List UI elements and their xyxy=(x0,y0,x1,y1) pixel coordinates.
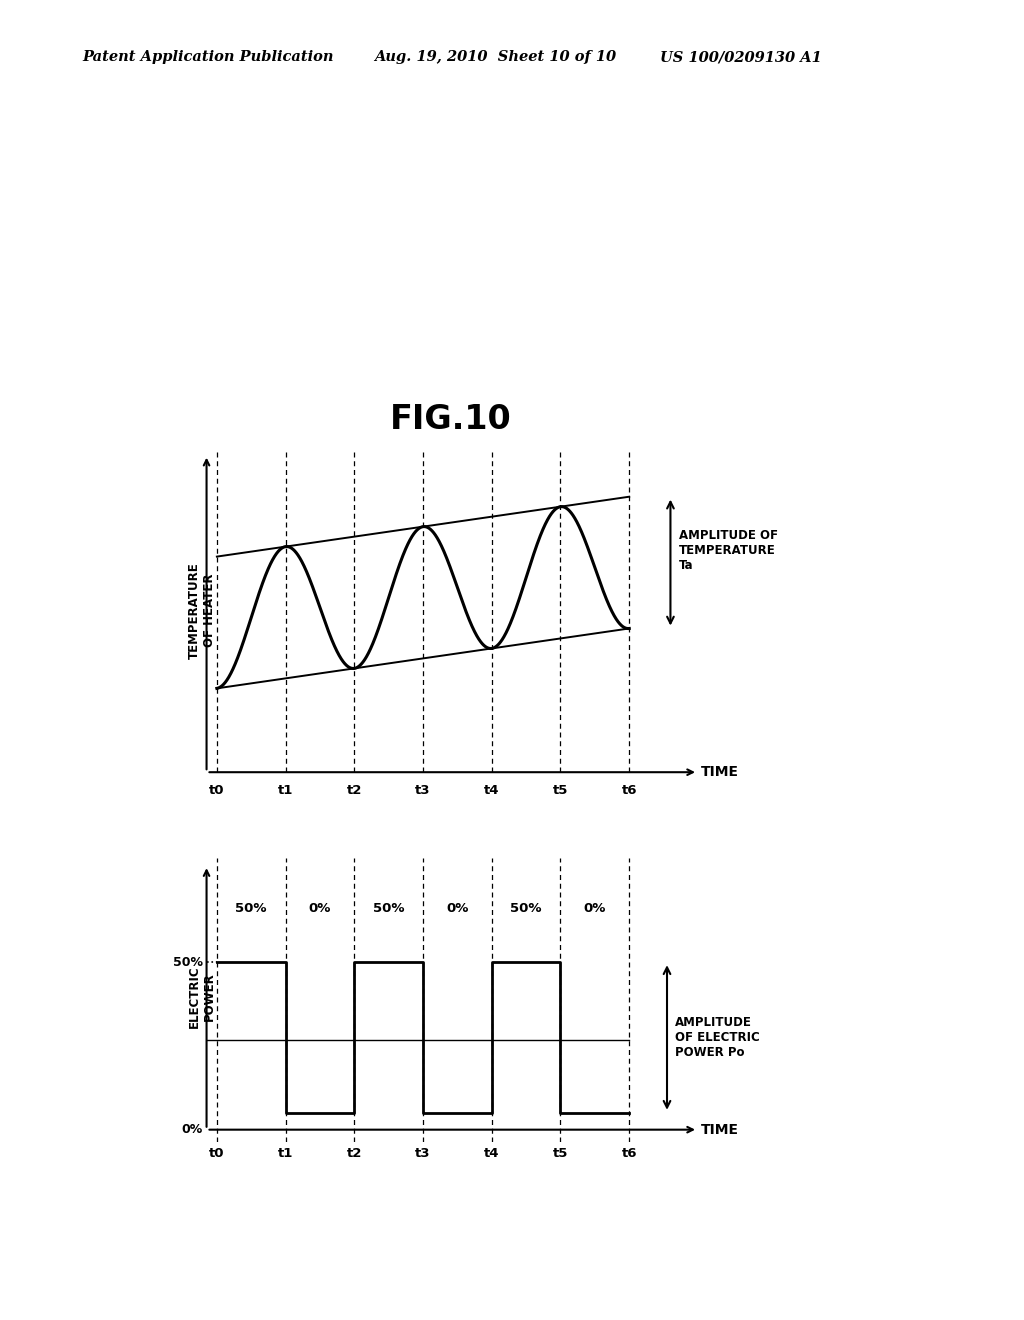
Text: US 100/0209130 A1: US 100/0209130 A1 xyxy=(660,50,822,65)
Text: t0: t0 xyxy=(209,1147,224,1160)
Text: t3: t3 xyxy=(416,1147,431,1160)
Text: t6: t6 xyxy=(622,784,637,797)
Text: ELECTRIC
POWER: ELECTRIC POWER xyxy=(187,965,216,1027)
Text: 50%: 50% xyxy=(236,903,267,916)
Text: 50%: 50% xyxy=(173,956,203,969)
Text: 0%: 0% xyxy=(182,1123,203,1137)
Text: AMPLITUDE OF
TEMPERATURE
Ta: AMPLITUDE OF TEMPERATURE Ta xyxy=(679,529,777,572)
Text: t3: t3 xyxy=(416,784,431,797)
Text: 0%: 0% xyxy=(584,903,606,916)
Text: t4: t4 xyxy=(484,1147,500,1160)
Text: t1: t1 xyxy=(278,784,293,797)
Text: TIME: TIME xyxy=(701,1123,739,1137)
Text: 50%: 50% xyxy=(510,903,542,916)
Text: 0%: 0% xyxy=(309,903,331,916)
Text: t5: t5 xyxy=(553,1147,568,1160)
Text: t4: t4 xyxy=(484,784,500,797)
Text: t2: t2 xyxy=(346,1147,362,1160)
Text: FIG.10: FIG.10 xyxy=(390,403,511,436)
Text: t5: t5 xyxy=(553,784,568,797)
Text: t2: t2 xyxy=(346,784,362,797)
Text: TEMPERATURE
OF HEATER: TEMPERATURE OF HEATER xyxy=(187,562,216,659)
Text: 50%: 50% xyxy=(373,903,404,916)
Text: t6: t6 xyxy=(622,1147,637,1160)
Text: t1: t1 xyxy=(278,1147,293,1160)
Text: t0: t0 xyxy=(209,784,224,797)
Text: 0%: 0% xyxy=(446,903,469,916)
Text: AMPLITUDE
OF ELECTRIC
POWER Po: AMPLITUDE OF ELECTRIC POWER Po xyxy=(675,1016,760,1059)
Text: Aug. 19, 2010  Sheet 10 of 10: Aug. 19, 2010 Sheet 10 of 10 xyxy=(374,50,615,65)
Text: Patent Application Publication: Patent Application Publication xyxy=(82,50,334,65)
Text: TIME: TIME xyxy=(701,766,739,779)
